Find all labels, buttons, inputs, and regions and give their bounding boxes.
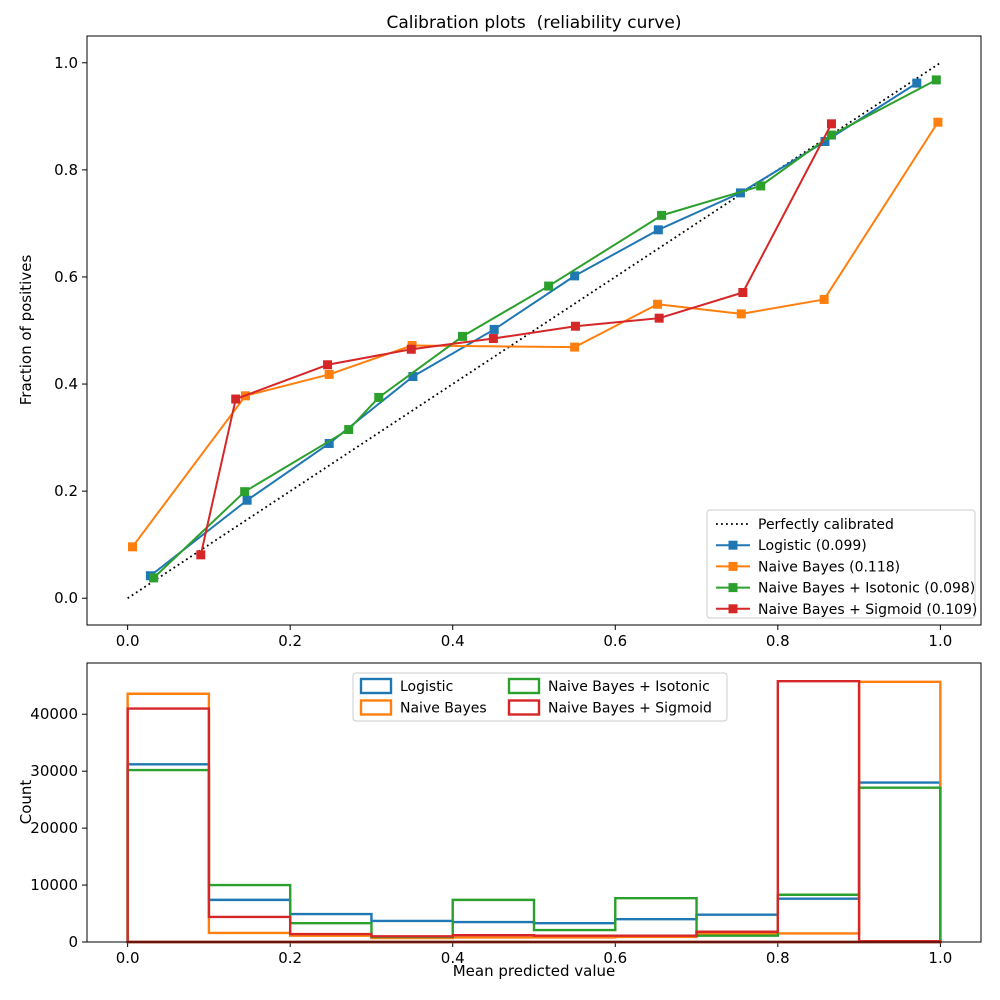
bottom-chart-ytick-label: 40000 (30, 705, 78, 723)
legend-label-naive-bayes-sigmoid: Naive Bayes + Sigmoid (548, 701, 712, 717)
series-marker-naive-bayes-sigmoid-0-109 (231, 394, 241, 404)
bottom-chart-xtick-label: 0.4 (441, 949, 465, 967)
top-chart-xtick-label: 0.0 (116, 632, 140, 650)
top-chart-legend: Perfectly calibrated Logistic (0.099) Naiv… (706, 509, 977, 619)
bottom-chart-xtick-label: 0.8 (766, 949, 790, 967)
bottom-chart-xtick-label: 1.0 (928, 949, 952, 967)
series-marker-logistic-0-099 (242, 495, 252, 505)
legend-swatch-naive-bayes-sigmoid (507, 699, 541, 716)
top-chart-xtick-label: 0.6 (603, 632, 627, 650)
series-marker-logistic-0-099 (489, 324, 499, 334)
top-chart-xtick-label: 1.0 (928, 632, 952, 650)
legend-label-naive-bayes-isotonic-0-098: Naive Bayes + Isotonic (0.098) (758, 581, 975, 597)
top-axes-frame (86, 35, 982, 626)
series-naive-bayes-sigmoid-0-109 (196, 119, 836, 560)
bottom-chart-xtick-label: 0.2 (278, 949, 302, 967)
bottom-chart-ytick-label: 10000 (30, 876, 78, 894)
top-chart-ytick-label: 0.0 (54, 589, 78, 607)
series-line-naive-bayes-isotonic-0-098 (152, 79, 937, 579)
bottom-chart-ytick-label: 30000 (30, 762, 78, 780)
top-chart-ytick-label: 0.2 (54, 482, 78, 500)
bottom-chart-xtick-label: 0.6 (603, 949, 627, 967)
series-marker-naive-bayes-sigmoid-0-109 (323, 360, 333, 370)
series-marker-logistic-0-099 (570, 271, 580, 281)
legend-swatch-logistic (359, 677, 393, 695)
series-marker-naive-bayes-sigmoid-0-109 (654, 313, 664, 323)
top-chart-ytick-label: 1.0 (54, 54, 78, 72)
series-marker-logistic-0-099 (408, 372, 418, 382)
top-chart-xtick-label: 0.4 (441, 632, 465, 650)
series-marker-naive-bayes-0-118 (819, 294, 829, 304)
series-marker-logistic-0-099 (653, 225, 663, 235)
series-marker-naive-bayes-sigmoid-0-109 (406, 344, 416, 354)
series-marker-naive-bayes-isotonic-0-098 (931, 75, 941, 85)
top-chart-ytick-label: 0.6 (54, 268, 78, 286)
series-marker-naive-bayes-sigmoid-0-109 (196, 550, 206, 560)
series-marker-naive-bayes-0-118 (736, 309, 746, 319)
top-chart-xtick-label: 0.8 (766, 632, 790, 650)
top-chart-title: Calibration plots (reliability curve) (386, 13, 682, 33)
series-marker-naive-bayes-isotonic-0-098 (149, 573, 159, 583)
legend-label-naive-bayes-isotonic: Naive Bayes + Isotonic (548, 679, 710, 695)
series-naive-bayes-isotonic-0-098 (149, 75, 941, 583)
series-marker-naive-bayes-sigmoid-0-109 (488, 334, 498, 344)
series-marker-naive-bayes-sigmoid-0-109 (738, 287, 748, 297)
bottom-chart-xlabel: Mean predicted value (452, 962, 616, 980)
series-marker-naive-bayes-0-118 (128, 542, 138, 552)
legend-swatch-naive-bayes (359, 699, 393, 716)
legend-swatch-naive-bayes-isotonic (507, 677, 541, 695)
bottom-chart-ytick-label: 20000 (30, 819, 78, 837)
series-marker-naive-bayes-isotonic-0-098 (826, 130, 836, 140)
series-marker-naive-bayes-sigmoid-0-109 (826, 119, 836, 129)
reference-line-perfectly-calibrated (127, 62, 941, 599)
bottom-chart-ticks: 0.0 0.2 0.4 0.6 0.8 1.0 0 10000 20000 30000 40000 (30, 705, 952, 967)
bottom-chart-ytick-label: 0 (68, 933, 78, 951)
series-marker-naive-bayes-0-118 (570, 342, 580, 352)
legend-sample-marker-naive-bayes-sigmoid-0-109 (728, 604, 738, 614)
legend-label-naive-bayes-0-118: Naive Bayes (0.118) (758, 559, 900, 575)
bottom-chart-legend: Logistic Naive Bayes Naive Bayes + Isotoni… (352, 672, 728, 722)
legend-sample-marker-naive-bayes-0-118 (728, 561, 738, 571)
bottom-axes-frame (86, 662, 982, 943)
series-marker-naive-bayes-isotonic-0-098 (756, 181, 766, 191)
series-marker-naive-bayes-isotonic-0-098 (657, 210, 667, 220)
series-marker-naive-bayes-sigmoid-0-109 (570, 321, 580, 331)
series-marker-naive-bayes-0-118 (933, 117, 943, 127)
series-marker-logistic-0-099 (324, 438, 334, 448)
series-marker-naive-bayes-isotonic-0-098 (240, 487, 250, 497)
legend-sample-marker-naive-bayes-isotonic-0-098 (728, 583, 738, 593)
series-marker-logistic-0-099 (820, 136, 830, 146)
series-line-logistic-0-099 (149, 82, 918, 577)
legend-label-naive-bayes: Naive Bayes (400, 701, 487, 717)
legend-label-perfectly-calibrated: Perfectly calibrated (758, 517, 894, 533)
histogram-naive-bayes-sigmoid (126, 680, 942, 944)
top-chart-ticks: 0.0 0.2 0.4 0.6 0.8 1.0 0.0 0.2 0.4 0.6 0.8 1.0 (54, 54, 952, 650)
bottom-legend-box (352, 672, 728, 722)
series-marker-naive-bayes-isotonic-0-098 (344, 425, 354, 435)
legend-label-naive-bayes-sigmoid-0-109: Naive Bayes + Sigmoid (0.109) (758, 602, 977, 618)
top-chart-xtick-label: 0.2 (278, 632, 302, 650)
series-marker-naive-bayes-0-118 (653, 299, 663, 309)
series-marker-naive-bayes-isotonic-0-098 (374, 392, 384, 402)
series-naive-bayes-0-118 (128, 117, 943, 552)
top-chart-ytick-label: 0.8 (54, 161, 78, 179)
legend-label-logistic: Logistic (400, 679, 453, 695)
series-marker-logistic-0-099 (912, 78, 922, 88)
series-line-naive-bayes-0-118 (131, 121, 939, 548)
series-marker-naive-bayes-isotonic-0-098 (544, 281, 554, 291)
bottom-chart-xtick-label: 0.0 (116, 949, 140, 967)
legend-sample-marker-logistic-0-099 (728, 540, 738, 550)
top-legend-box (706, 509, 976, 619)
legend-label-logistic-0-099: Logistic (0.099) (758, 538, 867, 554)
series-marker-naive-bayes-isotonic-0-098 (457, 331, 467, 341)
series-marker-naive-bayes-0-118 (324, 369, 334, 379)
top-chart-ytick-label: 0.4 (54, 375, 78, 393)
